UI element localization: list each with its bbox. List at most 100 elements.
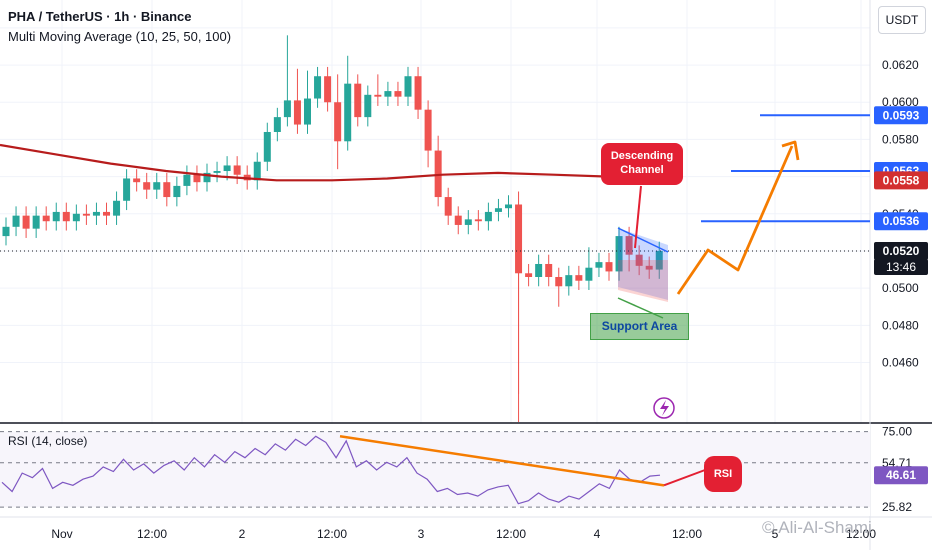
candle-body bbox=[283, 100, 291, 118]
candle bbox=[273, 107, 281, 142]
drawings bbox=[0, 114, 870, 419]
countdown-label: 13:46 bbox=[886, 260, 916, 274]
rsi-tick-label: 25.82 bbox=[882, 500, 912, 514]
rsi-title: RSI (14, close) bbox=[8, 434, 88, 448]
time-tick-label: 12:00 bbox=[672, 527, 702, 541]
candle bbox=[434, 135, 442, 207]
candle bbox=[213, 161, 221, 183]
rsi-pane-background bbox=[0, 424, 870, 516]
rsi-layer bbox=[0, 431, 870, 508]
candle bbox=[625, 226, 633, 272]
time-tick-label: 3 bbox=[418, 527, 425, 541]
indicator-title: Multi Moving Average (10, 25, 50, 100) bbox=[8, 29, 232, 44]
projection-arrowhead bbox=[781, 140, 800, 161]
candle bbox=[183, 165, 191, 196]
candle-body bbox=[655, 250, 663, 270]
rsi-badge-pointer bbox=[663, 469, 706, 487]
support-area-label: Support Area bbox=[590, 313, 689, 340]
candle bbox=[535, 254, 543, 287]
price-tag-label: 0.0593 bbox=[883, 108, 920, 122]
candle-body bbox=[474, 219, 482, 222]
candle-body bbox=[515, 204, 523, 274]
candle bbox=[384, 81, 392, 106]
candle bbox=[334, 74, 342, 170]
currency-button[interactable]: USDT bbox=[878, 6, 926, 34]
candle-body bbox=[153, 182, 161, 190]
candle-body bbox=[263, 131, 271, 162]
candle bbox=[464, 210, 472, 235]
candle bbox=[354, 74, 362, 127]
candle bbox=[153, 172, 161, 199]
candle bbox=[605, 252, 613, 281]
candle bbox=[585, 247, 593, 291]
rsi-divergence-line bbox=[339, 435, 665, 487]
price-tick-label: 0.0500 bbox=[882, 281, 919, 295]
candle-body bbox=[2, 226, 10, 237]
candle bbox=[575, 265, 583, 291]
candle bbox=[32, 206, 40, 238]
countdown-bg bbox=[874, 258, 928, 275]
candle bbox=[42, 206, 50, 231]
candle bbox=[123, 169, 131, 211]
candle-body bbox=[143, 182, 151, 190]
candle-body bbox=[103, 211, 110, 216]
time-tick-label: 5 bbox=[772, 527, 779, 541]
price-tick-label: 0.0460 bbox=[882, 356, 919, 370]
candles bbox=[2, 35, 663, 422]
candle-body bbox=[354, 83, 362, 118]
candle-body bbox=[32, 215, 40, 229]
candle bbox=[314, 66, 322, 108]
candle-body bbox=[82, 213, 90, 216]
time-tick-label: 12:00 bbox=[137, 527, 167, 541]
candle-body bbox=[334, 102, 342, 142]
candle-body bbox=[374, 94, 382, 97]
time-tick-label: 12:00 bbox=[317, 527, 347, 541]
axes: 0.06400.06200.06000.05800.05600.05400.05… bbox=[51, 21, 928, 541]
candle bbox=[324, 66, 332, 112]
candle-body bbox=[384, 91, 392, 97]
candle-body bbox=[273, 117, 281, 132]
time-tick-label: 2 bbox=[239, 527, 246, 541]
candle-body bbox=[42, 215, 50, 222]
candle bbox=[615, 226, 623, 281]
candle bbox=[414, 66, 422, 119]
rsi-tick-label: 75.00 bbox=[882, 425, 912, 439]
candle bbox=[22, 206, 30, 238]
candle-body bbox=[635, 254, 643, 266]
time-tick-label: 12:00 bbox=[846, 527, 876, 541]
candle-body bbox=[92, 211, 100, 216]
price-tick-label: 0.0620 bbox=[882, 58, 919, 72]
descending-channel-label: Descending Channel bbox=[601, 143, 683, 185]
candle-body bbox=[123, 178, 131, 201]
candle-body bbox=[565, 275, 573, 287]
candle bbox=[103, 202, 110, 225]
candle bbox=[92, 202, 100, 225]
candle-body bbox=[324, 76, 332, 103]
candle-body bbox=[484, 211, 492, 222]
price-tag-bg bbox=[874, 241, 928, 260]
candle bbox=[444, 187, 452, 225]
candle-body bbox=[364, 94, 372, 118]
candle bbox=[394, 81, 402, 106]
candle-body bbox=[625, 236, 633, 255]
candle bbox=[645, 256, 653, 279]
candle-body bbox=[233, 165, 241, 175]
candle-body bbox=[505, 204, 512, 209]
candle-body bbox=[12, 215, 20, 227]
candle-body bbox=[535, 263, 543, 277]
candle bbox=[344, 55, 352, 151]
time-tick-label: 4 bbox=[594, 527, 601, 541]
candle bbox=[52, 202, 60, 231]
candle bbox=[474, 210, 482, 231]
candle-body bbox=[434, 150, 442, 198]
candle-body bbox=[62, 211, 70, 222]
callout-pointer bbox=[634, 185, 642, 249]
candle bbox=[454, 206, 462, 235]
price-tag-label: 0.0520 bbox=[883, 244, 920, 258]
candle bbox=[304, 70, 311, 134]
channel-fill-bottom bbox=[618, 260, 668, 302]
candle-body bbox=[404, 76, 412, 97]
candle-body bbox=[173, 185, 181, 198]
price-tag-bg bbox=[874, 171, 928, 190]
